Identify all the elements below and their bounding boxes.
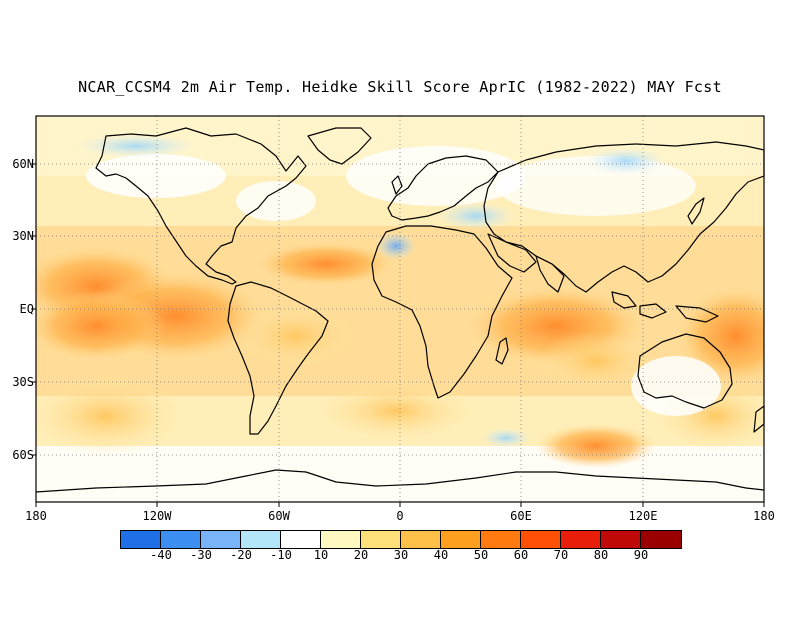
colorbar-swatch: [241, 531, 281, 548]
colorbar-tick-label: 50: [473, 548, 489, 562]
lon-label-0: 0: [396, 509, 404, 523]
skill-score-map: [31, 115, 765, 507]
coastlines: [35, 127, 765, 493]
colorbar-swatch: [521, 531, 561, 548]
colorbar-swatch: [481, 531, 521, 548]
colorbar-swatch: [561, 531, 601, 548]
lon-label-180w: 180: [25, 509, 47, 523]
colorbar-tick-label: 40: [433, 548, 449, 562]
colorbar-tick-label: 30: [393, 548, 409, 562]
axis-ticks: [31, 163, 765, 507]
colorbar-tick-label: 90: [633, 548, 649, 562]
lon-label-120e: 120E: [628, 509, 658, 523]
colorbar-tick-label: 80: [593, 548, 609, 562]
colorbar-swatch: [361, 531, 401, 548]
colorbar-tick-label: 70: [553, 548, 569, 562]
lat-label-60s: 60S: [12, 448, 34, 462]
map-canvas: [31, 115, 765, 507]
lat-label-30n: 30N: [12, 229, 34, 243]
colorbar-tick-label: -40: [150, 548, 172, 562]
lon-label-60w: 60W: [268, 509, 290, 523]
graticule: [36, 116, 764, 502]
colorbar-swatch: [641, 531, 681, 548]
lon-label-120w: 120W: [142, 509, 172, 523]
colorbar-tick-label: -30: [190, 548, 212, 562]
lon-label-180e: 180: [753, 509, 775, 523]
colorbar-tick-label: -20: [230, 548, 252, 562]
colorbar-tick-label: -10: [270, 548, 292, 562]
colorbar: [120, 530, 682, 549]
colorbar-tick-label: 20: [353, 548, 369, 562]
colorbar-swatch: [201, 531, 241, 548]
colorbar-swatch: [281, 531, 321, 548]
colorbar-swatch: [601, 531, 641, 548]
colorbar-tick-label: 10: [313, 548, 329, 562]
colorbar-swatch: [121, 531, 161, 548]
lat-label-eq: EQ: [19, 302, 34, 316]
colorbar-swatch: [401, 531, 441, 548]
lat-label-60n: 60N: [12, 157, 34, 171]
colorbar-tick-label: 60: [513, 548, 529, 562]
colorbar-swatch: [321, 531, 361, 548]
lat-label-30s: 30S: [12, 375, 34, 389]
colorbar-swatch: [161, 531, 201, 548]
map-title: NCAR_CCSM4 2m Air Temp. Heidke Skill Sco…: [78, 78, 722, 96]
colorbar-swatch: [441, 531, 481, 548]
lon-label-60e: 60E: [510, 509, 532, 523]
